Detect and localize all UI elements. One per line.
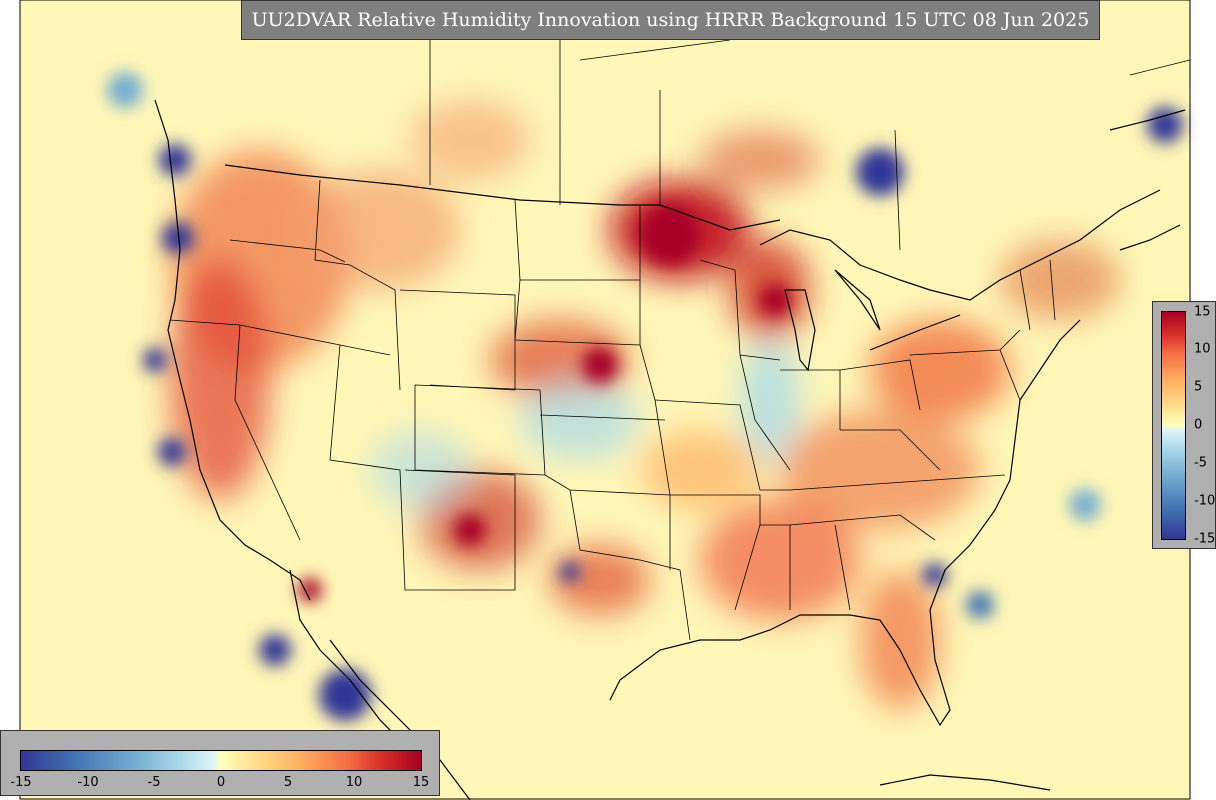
colorbar-vertical: 15 10 5 0 -5 -10 -15 bbox=[1152, 301, 1216, 549]
boundaries bbox=[154, 99, 1186, 800]
colorbar-vertical-tick: 5 bbox=[1194, 379, 1203, 395]
colorbar-vertical-tick: -10 bbox=[1194, 493, 1216, 509]
colorbar-horizontal-tick: -5 bbox=[147, 775, 161, 790]
colorbar-horizontal-tick: 5 bbox=[283, 775, 293, 790]
west-coast bbox=[154, 99, 311, 601]
positive-spots bbox=[298, 205, 791, 602]
nova-scotia bbox=[1119, 224, 1181, 251]
lake-huron bbox=[834, 269, 881, 331]
colorbar-vertical-tick: 15 bbox=[1194, 304, 1211, 320]
colorbar-horizontal-tick: 10 bbox=[345, 775, 363, 790]
cuba bbox=[879, 774, 1051, 791]
colorbar-horizontal: -15 -10 -5 0 5 10 15 bbox=[0, 730, 440, 796]
colorbar-vertical-gradient bbox=[1161, 311, 1186, 540]
colorbar-horizontal-tick: 15 bbox=[412, 775, 430, 790]
colorbar-vertical-tick: -5 bbox=[1194, 455, 1207, 471]
state-lines bbox=[169, 30, 1191, 641]
colorbar-horizontal-tick: -10 bbox=[77, 775, 99, 790]
canada-border bbox=[224, 164, 781, 231]
colorbar-vertical-tick: -15 bbox=[1194, 531, 1216, 547]
mexico-east bbox=[329, 639, 471, 800]
baja bbox=[289, 569, 421, 761]
colorbar-horizontal-gradient bbox=[20, 750, 422, 771]
hudson-bay bbox=[1109, 109, 1186, 131]
great-lakes bbox=[759, 189, 1161, 301]
colorbar-vertical-tick: 10 bbox=[1194, 341, 1211, 357]
lake-erie bbox=[869, 314, 961, 351]
colorbar-horizontal-tick: 0 bbox=[216, 775, 226, 790]
negative-spots bbox=[107, 72, 1183, 721]
colorbar-horizontal-tick: -15 bbox=[10, 775, 32, 790]
innovation-field bbox=[170, 100, 1120, 710]
gulf-coast bbox=[609, 319, 1081, 727]
colorbar-vertical-tick: 0 bbox=[1194, 417, 1203, 433]
map-title: UU2DVAR Relative Humidity Innovation usi… bbox=[241, 0, 1100, 40]
